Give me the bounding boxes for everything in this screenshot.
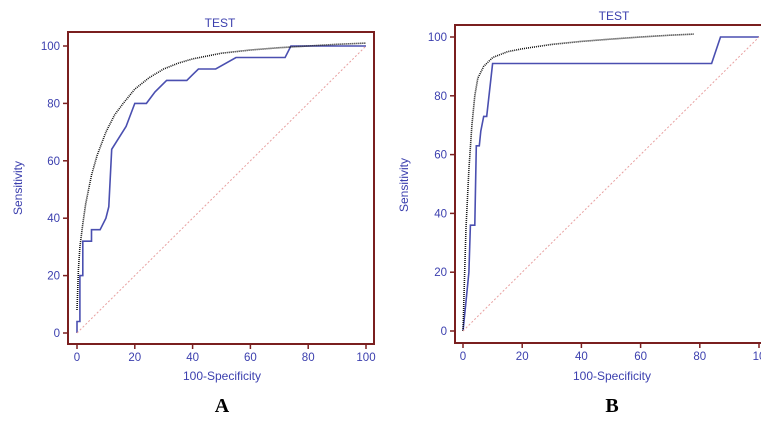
- chart-a: TEST 0 20 40 60 80 100 0 20 40 60 80 100 100-Specif…: [11, 16, 376, 417]
- chart-b-x-tick-label: 40: [575, 351, 588, 363]
- chart-b-diagonal-reference-line: [462, 36, 760, 332]
- chart-a-x-tick-label: 60: [244, 352, 257, 364]
- chart-a-x-tick-label: 80: [302, 352, 315, 364]
- chart-a-y-axis-label: Sensitivity: [11, 161, 25, 215]
- chart-a-y-tick-label: 100: [41, 41, 60, 53]
- chart-a-diagonal-reference-line: [76, 45, 367, 334]
- chart-b-x-tick-label: 80: [693, 351, 706, 363]
- chart-b-fitted-roc-curve: [462, 33, 694, 332]
- chart-a-x-tick-label: 0: [74, 352, 80, 364]
- chart-a-y-tick-label: 0: [54, 328, 60, 340]
- chart-b-y-tick-label: 100: [428, 32, 447, 44]
- chart-b-title: TEST: [599, 9, 630, 23]
- chart-a-x-tick-label: 40: [186, 352, 199, 364]
- chart-b-x-tick-label: 0: [460, 351, 466, 363]
- chart-b-series: [462, 33, 760, 332]
- chart-a-y-tick-label: 40: [47, 213, 60, 225]
- chart-b-y-tick-label: 60: [434, 150, 447, 162]
- chart-b: TEST 02040608010020406080100 100-Specifi…: [397, 9, 761, 417]
- chart-a-y-tick-label: 20: [47, 271, 60, 283]
- chart-a-fitted-roc-curve: [76, 42, 367, 311]
- panel-label-a: A: [215, 395, 230, 417]
- chart-a-ticks: 0 20 40 60 80 100 0 20 40 60 80 100: [41, 41, 376, 364]
- chart-a-x-tick-label: 100: [356, 352, 375, 364]
- chart-a-title: TEST: [205, 16, 236, 30]
- chart-b-y-axis-label: Sensitivity: [397, 158, 411, 212]
- chart-a-y-tick-label: 60: [47, 156, 60, 168]
- chart-b-x-tick-label: 20: [516, 351, 529, 363]
- chart-b-x-tick-label: 10: [753, 351, 761, 363]
- chart-a-x-axis-label: 100-Specificity: [183, 369, 261, 383]
- panel-label-b: B: [605, 395, 618, 417]
- chart-b-frame: [454, 24, 761, 344]
- chart-b-y-tick-label: 80: [434, 91, 447, 103]
- chart-b-ticks: 02040608010020406080100: [428, 32, 761, 363]
- chart-b-empirical-roc-curve: [462, 36, 759, 332]
- chart-b-y-tick-label: 20: [434, 267, 447, 279]
- chart-a-frame: [67, 31, 375, 345]
- chart-a-series: [76, 42, 367, 334]
- chart-a-x-tick-label: 20: [128, 352, 141, 364]
- chart-b-x-tick-label: 60: [634, 351, 647, 363]
- chart-b-y-tick-label: 40: [434, 208, 447, 220]
- chart-a-y-tick-label: 80: [47, 98, 60, 110]
- chart-a-empirical-roc-curve: [76, 45, 366, 333]
- chart-b-y-tick-label: 0: [441, 326, 447, 338]
- chart-b-x-axis-label: 100-Specificity: [573, 369, 651, 383]
